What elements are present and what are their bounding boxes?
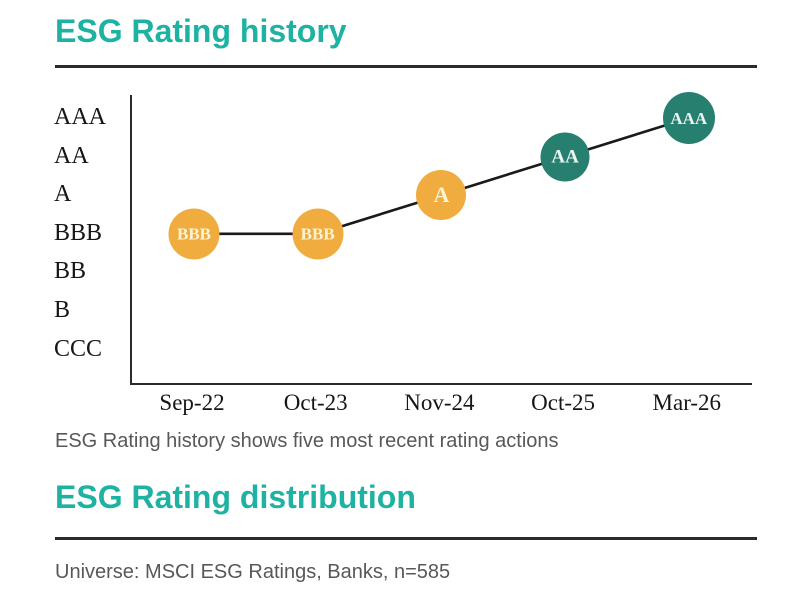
y-axis-label-b: B bbox=[54, 296, 71, 323]
x-axis-label-mar-26: Mar-26 bbox=[652, 390, 722, 415]
y-axis-label-bb: BB bbox=[54, 258, 87, 285]
rating-point-oct-23-bbb: BBB bbox=[292, 208, 344, 260]
plot-area: BBB BBB A AA AAA bbox=[130, 92, 752, 385]
history-section-title: ESG Rating history bbox=[55, 13, 347, 49]
y-axis-label-aaa: AAA bbox=[54, 103, 106, 130]
universe-caption: Universe: MSCI ESG Ratings, Banks, n=585 bbox=[55, 561, 451, 583]
x-axis-label-sep-22: Sep-22 bbox=[159, 390, 225, 415]
x-axis-label-nov-24: Nov-24 bbox=[404, 390, 475, 415]
y-axis-label-ccc: CCC bbox=[54, 335, 103, 362]
x-axis-label-oct-25: Oct-25 bbox=[531, 390, 596, 415]
history-divider-rule bbox=[55, 65, 757, 68]
history-caption: ESG Rating history shows five most recen… bbox=[55, 430, 559, 452]
rating-point-mar-26-aaa: AAA bbox=[662, 92, 715, 144]
y-axis-label-a: A bbox=[54, 181, 72, 208]
x-axis-label-oct-23: Oct-23 bbox=[283, 390, 348, 415]
y-axis-label-aa: AA bbox=[54, 142, 89, 169]
trend-line bbox=[194, 116, 690, 236]
distribution-divider-rule bbox=[55, 537, 757, 540]
distribution-section-title: ESG Rating distribution bbox=[55, 479, 416, 515]
rating-point-nov-24-a: A bbox=[416, 170, 467, 221]
rating-point-sep-22-bbb: BBB bbox=[168, 208, 220, 260]
rating-point-oct-25-aa: AA bbox=[540, 132, 590, 182]
y-axis-label-bbb: BBB bbox=[54, 219, 103, 246]
